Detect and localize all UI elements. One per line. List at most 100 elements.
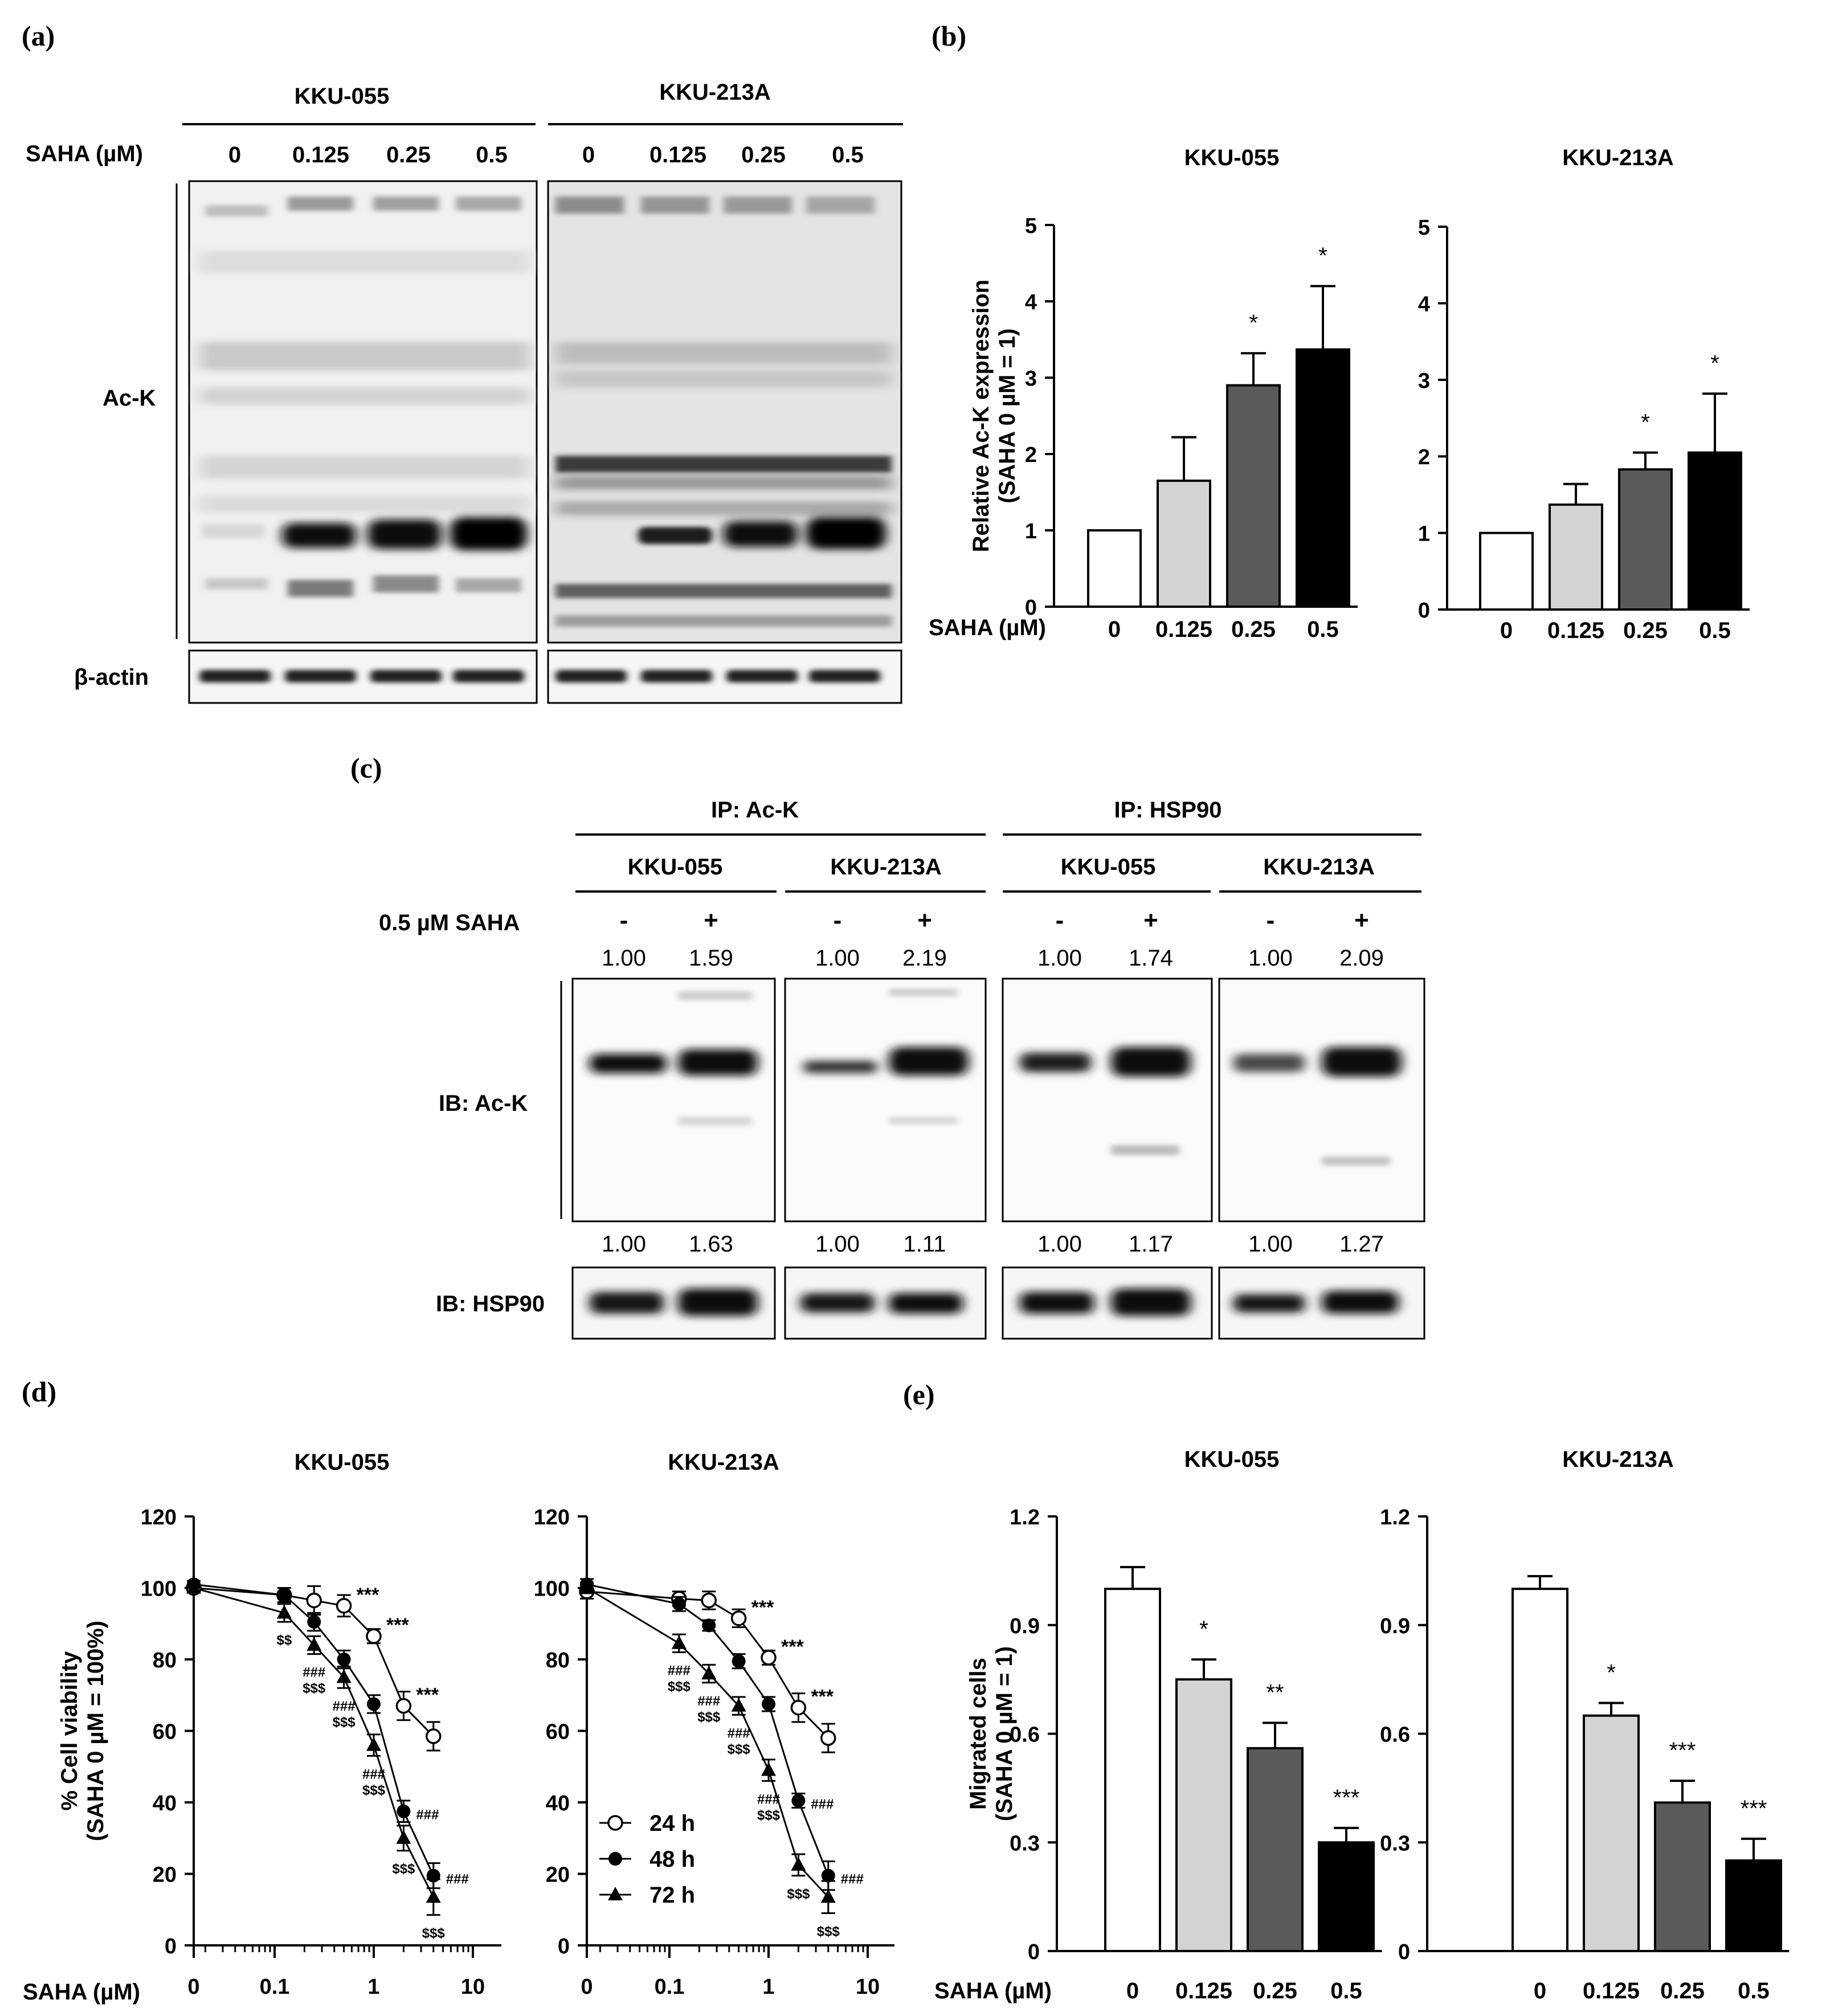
x-category-label: 0.5: [1738, 1978, 1770, 2003]
legend-label: 72 h: [649, 1883, 695, 1908]
significance-label: ###: [811, 1797, 834, 1812]
panel-label-e: (e): [903, 1379, 935, 1410]
significance-label: ***: [811, 1686, 834, 1708]
bar: [1688, 451, 1742, 611]
blot-c-ip-label: IP: Ac-K: [711, 798, 799, 823]
data-point: [426, 1728, 442, 1744]
blot-a-dose: 0: [582, 142, 595, 167]
significance-label: $$$: [303, 1681, 326, 1696]
blot-c-hsp90-ratio: 1.17: [1129, 1232, 1173, 1257]
bar: [1296, 348, 1350, 608]
significance-label: ***: [357, 1584, 379, 1606]
legend-marker: [607, 1815, 623, 1831]
data-point: [276, 1605, 292, 1619]
blot-c-sign: -: [1267, 906, 1275, 934]
blot-c-ack-ratio: 1.00: [1248, 946, 1293, 971]
significance-label: $$$: [817, 1924, 840, 1940]
bar: [1549, 503, 1603, 611]
bar: [1104, 1588, 1161, 1953]
data-point: [730, 1610, 747, 1626]
blot-c-cellline: KKU-213A: [830, 854, 942, 880]
significance-label: ###: [333, 1699, 356, 1714]
blot-a-dose: 0.125: [292, 142, 349, 167]
y-tick-label: 0.3: [1010, 1831, 1040, 1855]
significance-label: ###: [757, 1792, 780, 1807]
chart-b-kku213a: KKU-213A 0 1 2 3 4 5 0 0.125 * 0.25 * 0.5: [1418, 145, 1750, 643]
significance-label: *: [1318, 243, 1327, 268]
blot-a-dose: 0.5: [476, 142, 508, 167]
legend-marker: [608, 1852, 622, 1866]
y-tick-label: 80: [546, 1649, 570, 1672]
chart-title: KKU-055: [295, 1450, 390, 1475]
data-point: [366, 1628, 382, 1644]
significance-label: *: [1199, 1617, 1208, 1642]
data-point: [732, 1654, 746, 1669]
blot-a: KKU-055 KKU-213A SAHA (µM) 0 0.125 0.25 …: [26, 80, 903, 704]
y-axis-label: Relative Ac-K expression(SAHA 0 µM = 1): [969, 280, 1020, 553]
x-tick-label: 0.1: [655, 1975, 685, 1999]
blot-c-ack-membrane: [1002, 978, 1213, 1222]
blot-a-ack-membrane-1: [188, 180, 538, 644]
panel-label-d: (d): [22, 1376, 56, 1408]
y-tick-label: 4: [1025, 291, 1037, 314]
blot-c-ack-ratio: 2.19: [902, 946, 947, 971]
blot-a-dose: 0.25: [741, 142, 786, 167]
data-point: [336, 1598, 352, 1614]
data-point: [395, 1698, 412, 1714]
significance-label: ###: [728, 1725, 750, 1741]
x-category-label: 0.25: [1623, 618, 1668, 643]
bar: [1318, 1841, 1375, 1952]
blot-c-ack-ratio: 2.09: [1339, 946, 1384, 971]
significance-label: $$$: [697, 1710, 721, 1725]
panel-label-a: (a): [22, 20, 55, 52]
significance-label: $$$: [422, 1926, 446, 1941]
x-category-label: 0.25: [1660, 1978, 1705, 2003]
blot-a-cellline-2: KKU-213A: [659, 80, 771, 105]
x-category-label: 0: [1108, 617, 1121, 642]
x-axis-label: SAHA (µM): [23, 1980, 140, 2005]
bar: [1511, 1588, 1568, 1953]
blot-c-sign: -: [834, 906, 842, 934]
chart-title: KKU-213A: [1562, 1447, 1674, 1472]
blot-c-hsp90-ratio: 1.00: [602, 1232, 646, 1257]
x-category-label: 0.5: [1699, 618, 1731, 643]
bar: [1654, 1801, 1711, 1953]
y-tick-label: 5: [1418, 216, 1430, 240]
data-point: [820, 1730, 836, 1746]
data-point: [701, 1592, 717, 1609]
bar: [1479, 531, 1534, 611]
data-point: [791, 1793, 806, 1808]
x-category-label: 0.125: [1583, 1978, 1640, 2003]
x-tick-label: 0: [187, 1975, 199, 1999]
data-point: [579, 1580, 594, 1594]
y-tick-label: 80: [153, 1649, 177, 1672]
data-point: [367, 1697, 381, 1711]
blot-c-sign: -: [620, 906, 628, 934]
y-tick-label: 1: [1025, 520, 1037, 543]
y-tick-label: 20: [546, 1863, 570, 1887]
blot-a-row-ack: Ac-K: [103, 386, 156, 411]
bar: [1725, 1859, 1782, 1953]
data-point: [366, 1737, 381, 1751]
y-tick-label: 120: [141, 1506, 177, 1530]
blot-c-ack-ratio: 1.59: [689, 946, 733, 971]
significance-label: *: [1249, 310, 1258, 336]
blot-c-hsp90-ratio: 1.11: [904, 1232, 946, 1257]
blot-c-sign: +: [704, 906, 718, 934]
x-tick-label: 1: [367, 1975, 379, 1999]
blot-a-ack-bands-2: [555, 197, 892, 627]
chart-title: KKU-055: [1184, 145, 1280, 170]
bar: [1226, 384, 1281, 608]
data-point: [307, 1637, 322, 1651]
x-tick-label: 0: [581, 1975, 593, 1999]
x-tick-label: 10: [856, 1975, 880, 1999]
y-tick-label: 0.3: [1380, 1831, 1410, 1855]
significance-label: *: [1607, 1660, 1616, 1685]
blot-a-dose: 0.5: [832, 142, 864, 167]
significance-label: ***: [1669, 1738, 1696, 1763]
significance-label: $$$: [362, 1782, 386, 1798]
data-point: [821, 1868, 835, 1883]
data-point: [336, 1669, 352, 1683]
x-category-label: 0.125: [1175, 1978, 1232, 2003]
blot-c: IP: Ac-K IP: HSP90 KKU-055 KKU-213A KKU-…: [379, 798, 1425, 1340]
